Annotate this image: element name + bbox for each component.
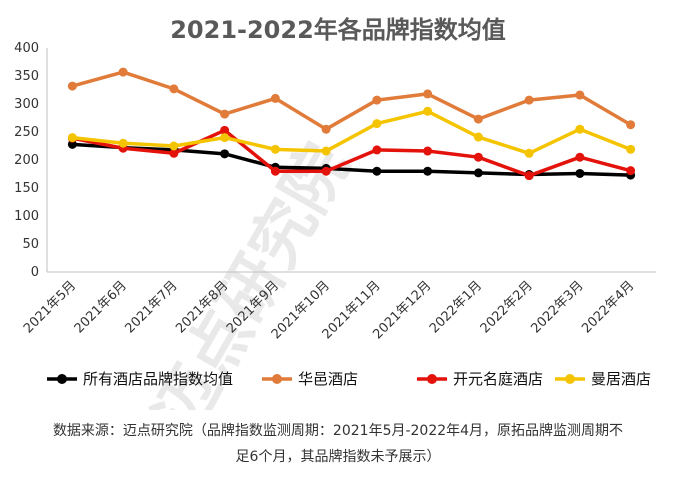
data-point <box>473 152 483 162</box>
series-group <box>67 67 636 181</box>
legend-marker-4 <box>565 374 575 384</box>
legend-marker-3 <box>427 374 437 384</box>
y-tick-label: 100 <box>14 209 39 224</box>
data-point <box>423 89 433 99</box>
source-caption: 数据来源：迈点研究院（品牌指数监测周期：2021年5月-2022年4月，原拓品牌… <box>0 418 676 470</box>
watermark-text: 迈点研究院 <box>140 132 364 410</box>
chart-title: 2021-2022年各品牌指数均值 <box>170 16 506 44</box>
line-chart: 迈点研究院 2021-2022年各品牌指数均值 0 50 100 150 200 250 3… <box>14 16 656 410</box>
data-point <box>118 67 128 77</box>
y-tick-label: 350 <box>14 69 39 84</box>
y-tick-labels: 0 50 100 150 200 250 300 350 400 <box>14 41 39 280</box>
data-point <box>270 144 280 154</box>
data-point <box>575 90 585 100</box>
data-point <box>321 146 331 156</box>
caption-line-2: 足6个月，其品牌指数未予展示） <box>235 449 441 465</box>
legend: 所有酒店品牌指数均值 华邑酒店 开元名庭酒店 曼居酒店 <box>47 370 651 388</box>
series-line-3 <box>70 128 633 178</box>
y-tick-label: 0 <box>31 265 39 280</box>
y-tick-label: 300 <box>14 97 39 112</box>
data-point <box>220 109 230 119</box>
data-point <box>220 149 230 159</box>
data-point <box>321 124 331 134</box>
legend-label-1: 所有酒店品牌指数均值 <box>83 370 233 388</box>
data-point <box>372 166 382 176</box>
data-point <box>423 146 433 156</box>
data-point <box>372 95 382 105</box>
x-tick-label: 2022年2月 <box>478 278 536 336</box>
data-point <box>575 168 585 178</box>
data-point <box>372 145 382 155</box>
data-point <box>169 148 179 158</box>
legend-label-2: 华邑酒店 <box>298 370 358 388</box>
data-point <box>321 166 331 176</box>
data-point <box>626 120 636 130</box>
data-point <box>473 114 483 124</box>
data-point <box>220 133 230 143</box>
data-point <box>473 168 483 178</box>
legend-marker-1 <box>57 374 67 384</box>
x-tick-label: 2021年6月 <box>72 278 130 336</box>
data-point <box>372 119 382 129</box>
y-tick-label: 200 <box>14 153 39 168</box>
data-point <box>575 124 585 134</box>
data-point <box>270 166 280 176</box>
data-point <box>220 125 230 135</box>
data-point <box>423 166 433 176</box>
series-line-4 <box>70 109 633 156</box>
data-point <box>169 84 179 94</box>
data-point <box>473 132 483 142</box>
series-line-2 <box>70 70 633 131</box>
data-point <box>118 138 128 148</box>
data-point <box>524 95 534 105</box>
caption-line-1: 数据来源：迈点研究院（品牌指数监测周期：2021年5月-2022年4月，原拓品牌… <box>52 423 624 439</box>
y-tick-label: 400 <box>14 41 39 56</box>
x-tick-label: 2022年4月 <box>579 278 637 336</box>
data-point <box>575 152 585 162</box>
x-tick-label: 2022年3月 <box>528 278 586 336</box>
data-point <box>524 148 534 158</box>
legend-label-4: 曼居酒店 <box>591 370 651 388</box>
x-tick-labels: 2021年5月2021年6月2021年7月2021年8月2021年9月2021年… <box>21 278 637 342</box>
data-point <box>67 81 77 91</box>
y-tick-label: 150 <box>14 181 39 196</box>
data-point <box>67 133 77 143</box>
legend-label-3: 开元名庭酒店 <box>453 370 543 388</box>
data-point <box>67 139 77 149</box>
legend-marker-2 <box>272 374 282 384</box>
y-tick-label: 250 <box>14 125 39 140</box>
x-tick-label: 2021年5月 <box>21 278 79 336</box>
data-point <box>626 166 636 176</box>
data-point <box>626 144 636 154</box>
y-tick-label: 50 <box>22 237 39 252</box>
data-point <box>270 93 280 103</box>
data-point <box>524 171 534 181</box>
x-tick-label: 2022年1月 <box>427 278 485 336</box>
data-point <box>423 106 433 116</box>
x-tick-label: 2021年7月 <box>122 278 180 336</box>
data-point <box>169 141 179 151</box>
